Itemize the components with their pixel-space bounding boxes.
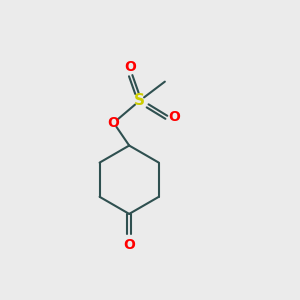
- Text: O: O: [168, 110, 180, 124]
- Text: O: O: [123, 238, 135, 252]
- Text: O: O: [107, 116, 119, 130]
- Text: O: O: [125, 60, 136, 74]
- Text: S: S: [134, 94, 145, 109]
